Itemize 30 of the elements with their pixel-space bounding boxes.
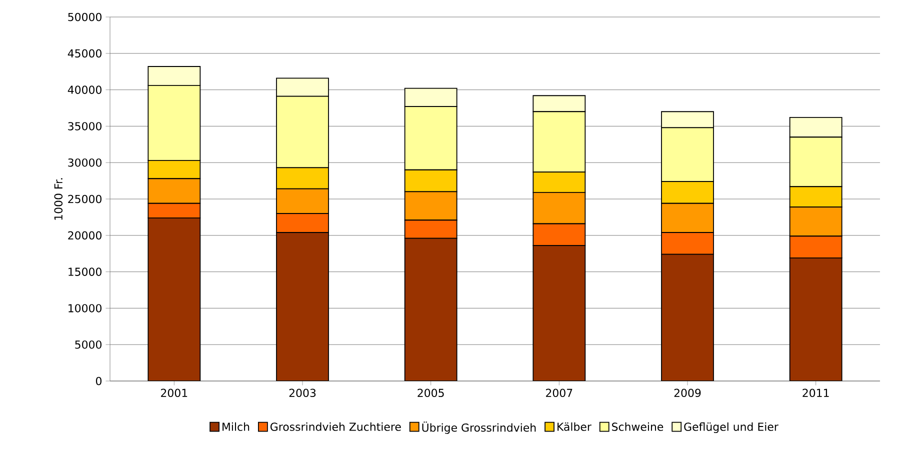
x-tick-label: 2009: [674, 388, 701, 398]
y-tick-label: 30000: [68, 158, 102, 167]
legend-label: Milch: [222, 422, 250, 431]
bar: [148, 217, 201, 381]
y-tick-label: 45000: [68, 49, 102, 58]
legend-label: Übrige Grossrindvieh: [422, 422, 536, 434]
x-tick-label: 2005: [418, 388, 444, 398]
bar: [404, 238, 458, 381]
x-tick-label: 2011: [802, 388, 829, 398]
y-tick-label: 15000: [68, 268, 102, 276]
bar: [532, 245, 586, 381]
x-tick-label: 2001: [161, 388, 188, 398]
legend-label: Geflügel und Eier: [684, 422, 778, 434]
y-tick-label: 5000: [75, 340, 102, 349]
y-tick-label: 25000: [68, 194, 102, 204]
y-tick-label: 10000: [68, 304, 102, 312]
y-axis-title: 1000 Fr.: [54, 178, 63, 220]
legend-label: Kälber: [558, 422, 592, 431]
legend-label: Schweine: [612, 422, 664, 431]
y-tick-label: 50000: [68, 12, 102, 22]
x-tick-label: 2003: [289, 388, 316, 398]
x-tick-label: 2007: [546, 388, 572, 398]
legend-label: Grossrindvieh Zuchtiere: [270, 422, 401, 431]
y-tick-label: 0: [96, 376, 102, 386]
y-tick-label: 35000: [68, 122, 102, 130]
bar: [661, 254, 714, 381]
bar: [789, 258, 842, 381]
y-tick-label: 40000: [68, 86, 102, 94]
y-tick-label: 20000: [68, 231, 102, 240]
bar: [276, 232, 329, 381]
